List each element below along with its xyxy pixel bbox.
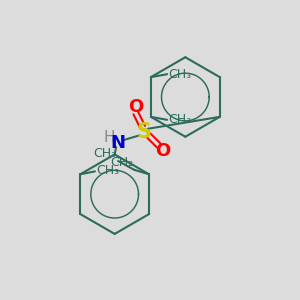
Text: O: O [156, 142, 171, 160]
Text: CH₃: CH₃ [94, 147, 117, 160]
Text: S: S [136, 122, 152, 142]
Text: H: H [103, 130, 115, 145]
Text: CH₃: CH₃ [169, 68, 192, 81]
Text: CH₂: CH₂ [110, 156, 133, 169]
Text: CH₃: CH₃ [96, 164, 120, 177]
Text: N: N [110, 134, 125, 152]
Text: CH₃: CH₃ [169, 113, 192, 126]
Text: O: O [128, 98, 143, 116]
